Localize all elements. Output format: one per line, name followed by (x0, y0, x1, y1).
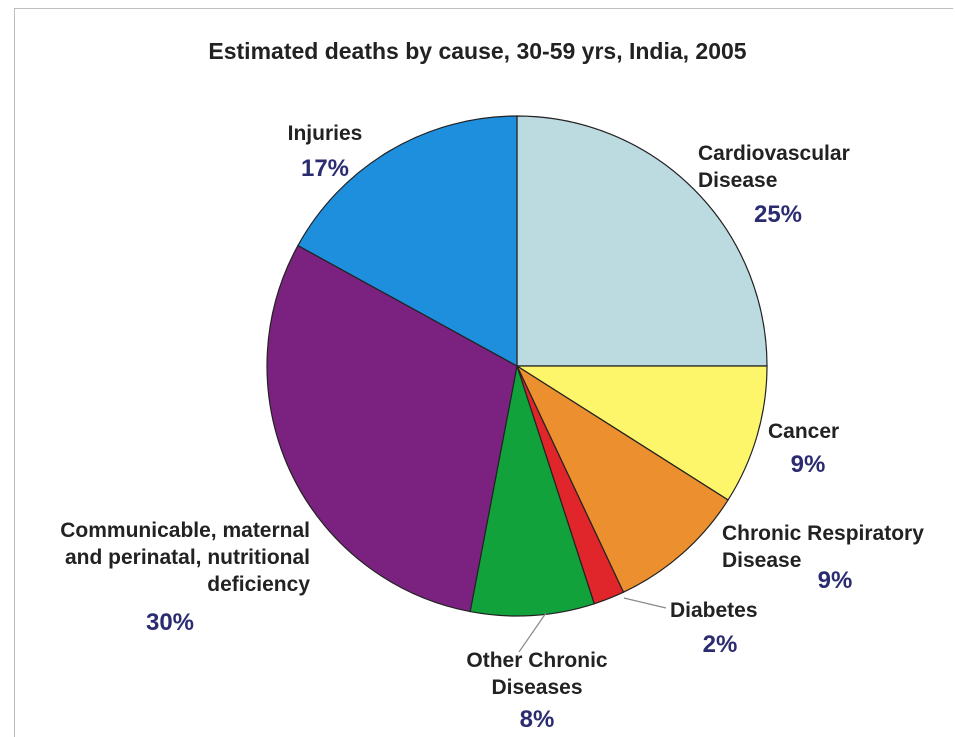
slice-percent-chronic-respiratory: 9% (818, 567, 853, 594)
slice-percent-diabetes: 2% (703, 631, 738, 658)
slice-percent-cardiovascular: 25% (754, 201, 802, 228)
pie-slice-communicable (266, 244, 518, 613)
slice-label-communicable: Communicable, maternal and perinatal, nut… (60, 519, 310, 596)
slice-percent-injuries: 17% (301, 155, 349, 182)
slice-percent-other-chronic: 8% (520, 706, 555, 733)
slice-label-chronic-respiratory: Chronic Respiratory Disease (722, 522, 924, 572)
slice-percent-communicable: 30% (146, 609, 194, 636)
pie-slice-injuries (297, 115, 518, 368)
leader-line-diabetes (623, 597, 667, 609)
slice-label-diabetes: Diabetes (670, 599, 758, 622)
leader-line-other-chronic (518, 612, 547, 653)
slice-label-injuries: Injuries (288, 122, 363, 145)
pie-slice-chronic-respiratory (515, 364, 729, 594)
slice-label-cancer: Cancer (768, 420, 839, 443)
chart-title: Estimated deaths by cause, 30-59 yrs, In… (208, 38, 747, 64)
slice-percent-cancer: 9% (791, 451, 826, 478)
pie-slice-other-chronic (469, 365, 596, 617)
slice-label-cardiovascular: Cardiovascular Disease (698, 142, 850, 192)
pie-slice-cancer (514, 365, 768, 501)
slice-label-other-chronic: Other Chronic Diseases (466, 649, 607, 699)
pie-slice-cardiovascular (516, 115, 768, 367)
chart-frame (14, 8, 953, 737)
